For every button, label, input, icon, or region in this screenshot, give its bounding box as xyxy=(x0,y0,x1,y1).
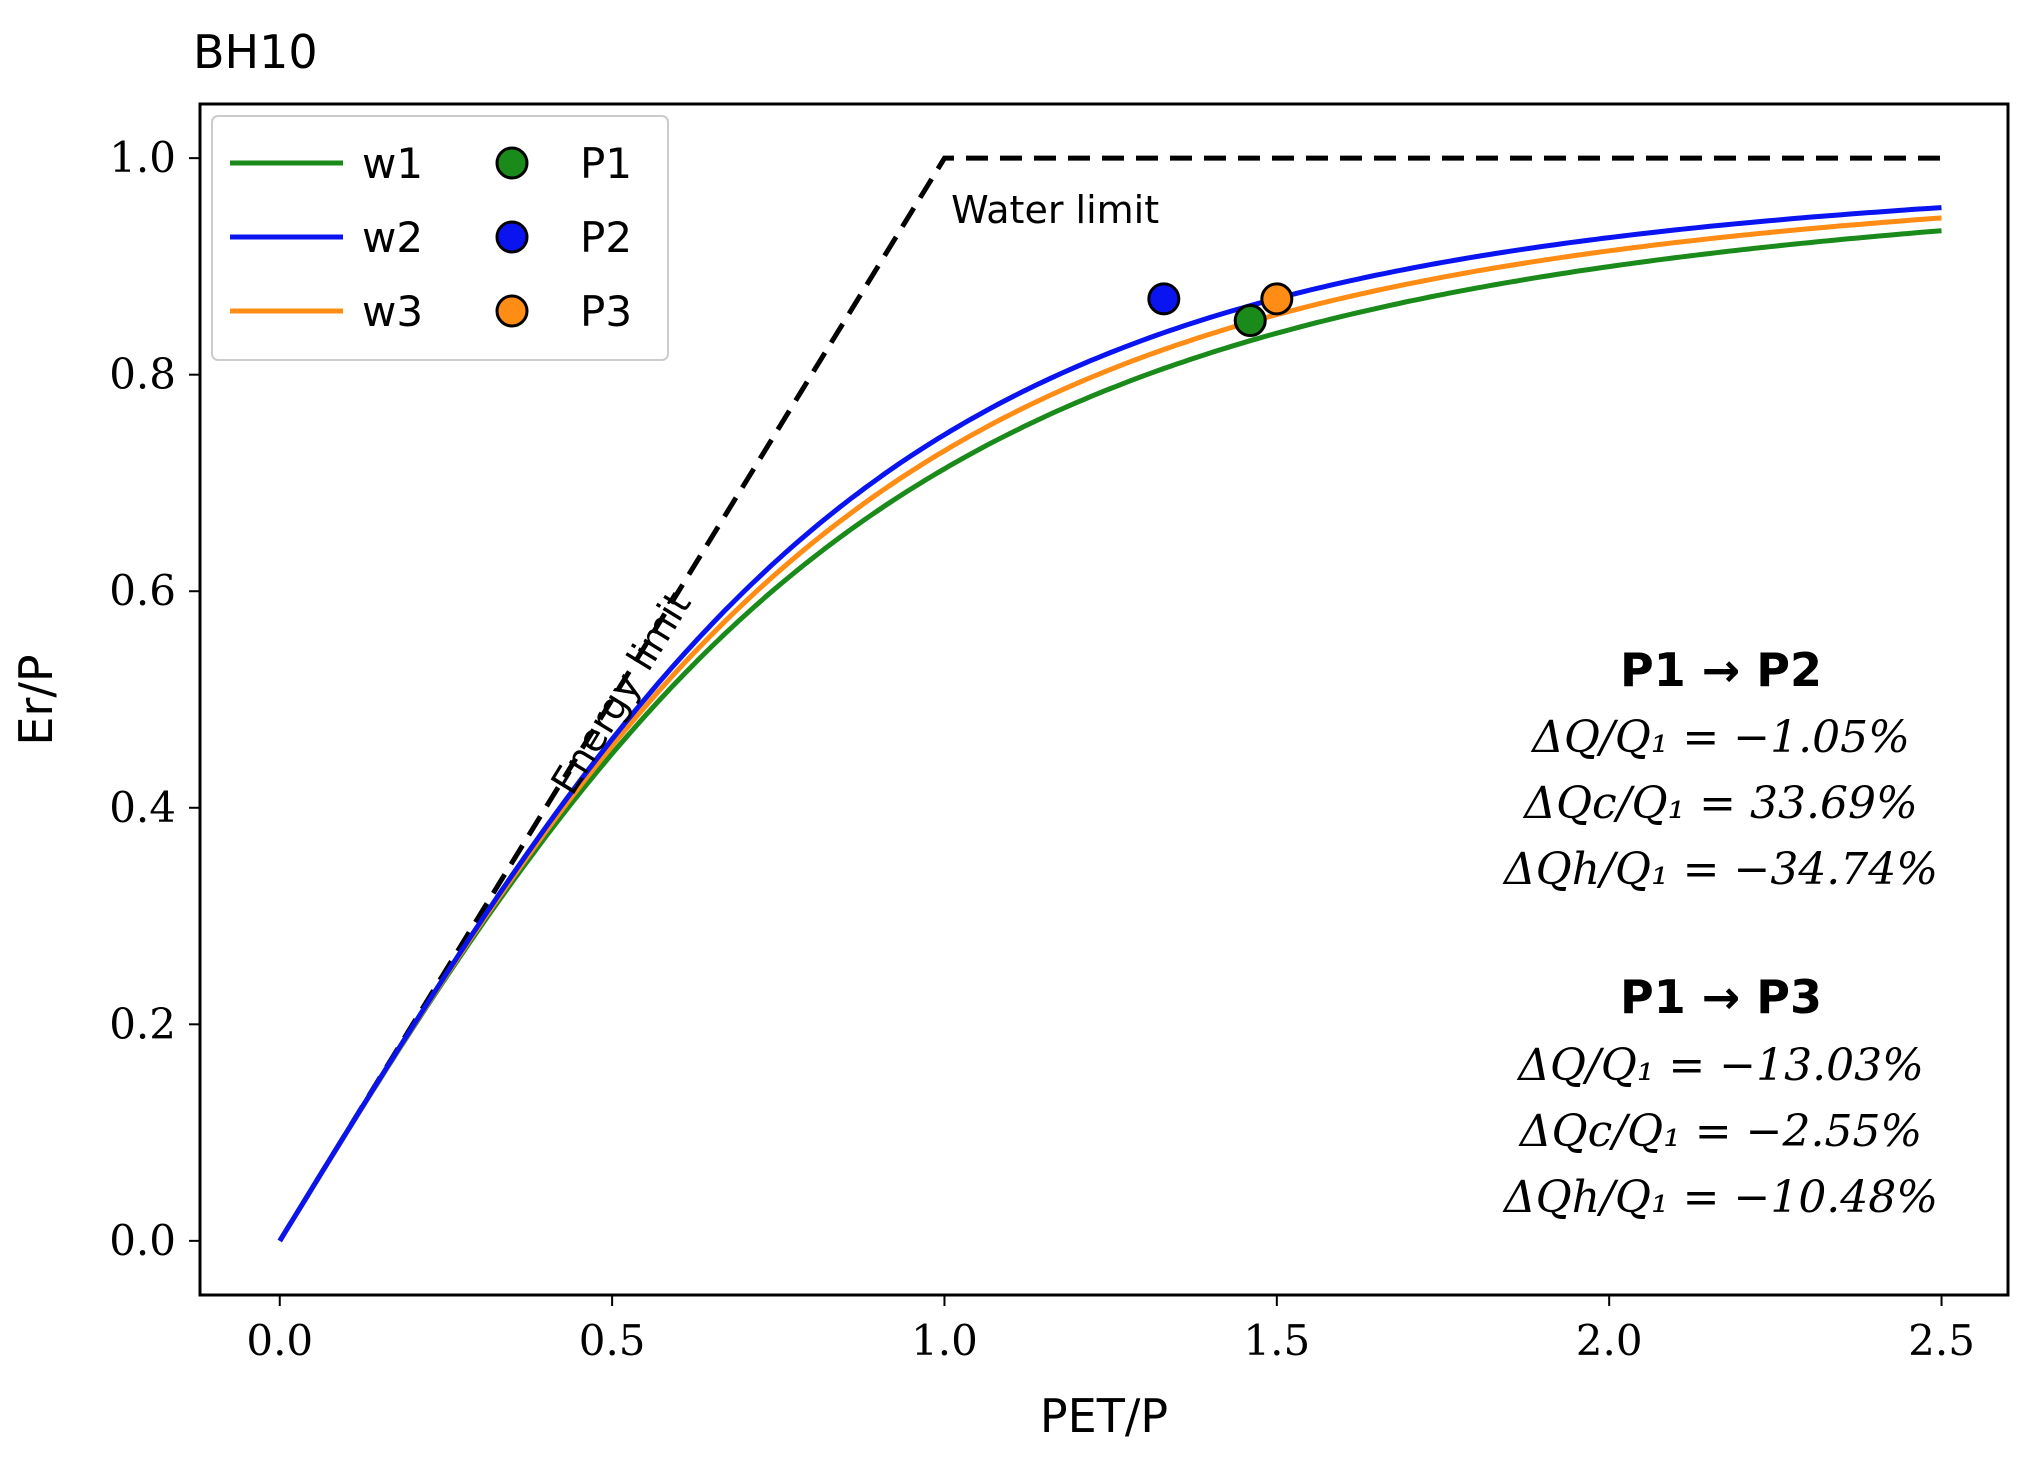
annotation-p1-p2: P1 → P2 ΔQ/Q₁ = −1.05% ΔQc/Q₁ = 33.69% Δ… xyxy=(1502,643,1938,895)
point-P2 xyxy=(1147,282,1181,316)
x-tick-label: 1.0 xyxy=(911,1316,978,1365)
annotation-p1-p3: P1 → P3 ΔQ/Q₁ = −13.03% ΔQc/Q₁ = −2.55% … xyxy=(1502,970,1938,1223)
x-axis-label: PET/P xyxy=(1040,1389,1168,1443)
limit-lines xyxy=(277,155,1942,1243)
legend-label-P1: P1 xyxy=(580,139,632,188)
limit-line xyxy=(277,155,1942,1243)
legend: w1 w2 w3 P1 P2 P3 xyxy=(211,115,669,361)
plot-frame xyxy=(198,102,2010,1297)
x-tick-label: 1.5 xyxy=(1243,1316,1310,1365)
legend-label-w1: w1 xyxy=(362,139,423,188)
y-tick-label: 1.0 xyxy=(109,133,176,182)
y-tick-label: 0.2 xyxy=(109,999,176,1048)
annotation-line: ΔQ/Q₁ = −1.05% xyxy=(1530,712,1910,763)
budyko-curves xyxy=(277,205,1942,1243)
annotation-line: ΔQc/Q₁ = 33.69% xyxy=(1522,778,1918,829)
legend-label-P3: P3 xyxy=(580,287,632,336)
y-tick-label: 0.8 xyxy=(109,350,176,399)
annotation-line: ΔQh/Q₁ = −10.48% xyxy=(1502,1172,1938,1223)
x-tick-label: 2.0 xyxy=(1576,1316,1643,1365)
energy-limit-label: Energy limit xyxy=(542,584,699,802)
x-tick-label: 2.5 xyxy=(1908,1316,1975,1365)
series-line-w1 xyxy=(277,228,1942,1243)
series-line-w3 xyxy=(277,215,1942,1243)
legend-box xyxy=(211,115,669,361)
axis-ticks: 0.0 0.5 1.0 1.5 2.0 2.5 0.0 0.2 0.4 0.6 0.8 1.0 xyxy=(109,133,1975,1365)
chart-title: BH10 xyxy=(193,25,318,79)
annotation-line: ΔQ/Q₁ = −13.03% xyxy=(1516,1040,1924,1091)
annotation-line: ΔQc/Q₁ = −2.55% xyxy=(1518,1106,1923,1157)
annotation-header: P1 → P2 xyxy=(1620,643,1822,697)
y-tick-label: 0.6 xyxy=(109,566,176,615)
point-P1 xyxy=(1233,304,1267,338)
legend-label-w3: w3 xyxy=(362,287,423,336)
water-limit-label: Water limit xyxy=(951,188,1159,232)
data-points xyxy=(1147,282,1294,338)
x-tick-label: 0.0 xyxy=(246,1316,313,1365)
annotation-line: ΔQh/Q₁ = −34.74% xyxy=(1502,844,1938,895)
legend-label-P2: P2 xyxy=(580,213,632,262)
legend-items: w1 w2 w3 P1 P2 P3 xyxy=(230,139,632,336)
series-line-w2 xyxy=(277,205,1942,1243)
x-tick-label: 0.5 xyxy=(579,1316,646,1365)
legend-marker-P3 xyxy=(495,294,529,328)
y-tick-label: 0.0 xyxy=(109,1216,176,1265)
annotation-header: P1 → P3 xyxy=(1620,970,1822,1024)
legend-label-w2: w2 xyxy=(362,213,423,262)
legend-marker-P2 xyxy=(495,220,529,254)
legend-marker-P1 xyxy=(495,146,529,180)
point-P3 xyxy=(1260,282,1294,316)
y-axis-label: Er/P xyxy=(9,654,63,745)
y-tick-label: 0.4 xyxy=(109,783,176,832)
